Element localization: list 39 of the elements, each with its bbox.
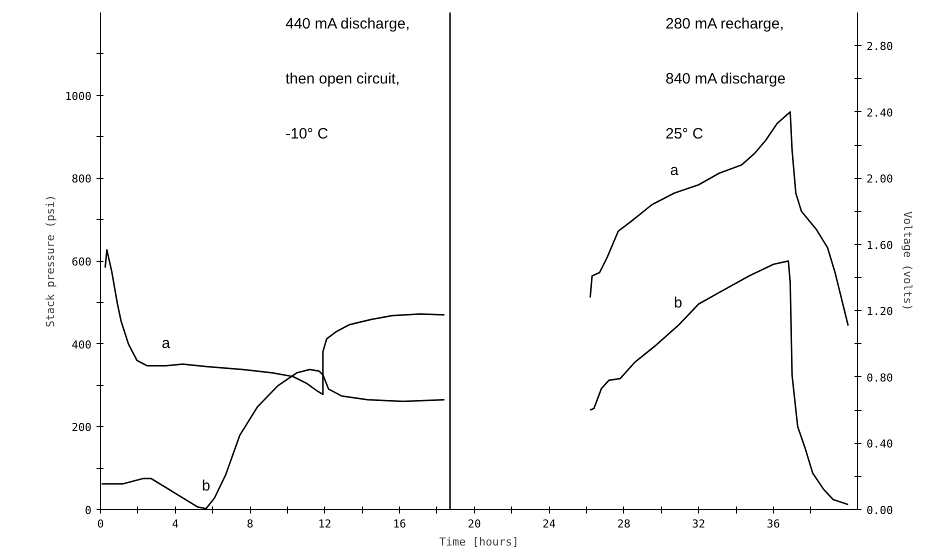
y-tick-label: 600: [72, 256, 92, 268]
x-tick-label: 20: [468, 518, 481, 530]
annotation: 840 mA discharge: [666, 70, 786, 88]
y2-tick-label: 1.60: [866, 238, 893, 252]
x-tick-label: 32: [692, 518, 706, 530]
y-tick-label: 800: [72, 172, 92, 186]
annotation: 25° C: [666, 126, 704, 142]
annotation: 440 mA discharge,: [286, 16, 410, 32]
y-tick-label: 200: [72, 421, 92, 434]
y2-axis-title: Voltage (volts): [900, 211, 914, 311]
x-tick-label: 16: [392, 518, 406, 530]
y2-tick-label: 2.40: [866, 106, 893, 120]
y2-tick-label: 1.20: [866, 305, 893, 318]
x-tick-label: 28: [617, 518, 630, 530]
series-label: a: [162, 334, 171, 352]
x-tick-label: 0: [97, 518, 104, 530]
y-axis-title: Stack pressure (psi): [44, 194, 58, 328]
series-label: a: [670, 162, 680, 180]
y2-tick-label: 0.80: [866, 371, 893, 384]
y2-tick-label: 0.00: [866, 504, 893, 517]
annotation: then open circuit,: [286, 70, 400, 88]
series-label: b: [674, 294, 682, 312]
y2-tick-label: 2.80: [866, 40, 893, 54]
y-tick-label: 0: [84, 504, 92, 517]
y-tick-label: 1000: [65, 90, 92, 103]
x-axis-title: Time [hours]: [439, 536, 519, 548]
y2-tick-label: 2.00: [866, 172, 893, 186]
line-series: [589, 111, 849, 326]
y-tick-label: 400: [72, 338, 92, 352]
y2-tick-label: 0.40: [866, 438, 893, 451]
series-label: b: [202, 478, 210, 495]
x-tick-label: 4: [172, 518, 179, 530]
line-series: [589, 260, 849, 506]
x-tick-label: 12: [318, 518, 332, 530]
x-tick-label: 36: [766, 518, 780, 530]
annotation: 280 mA recharge,: [666, 16, 784, 32]
x-tick-label: 8: [246, 518, 254, 530]
annotation: -10° C: [286, 126, 328, 142]
x-tick-label: 24: [542, 518, 556, 530]
